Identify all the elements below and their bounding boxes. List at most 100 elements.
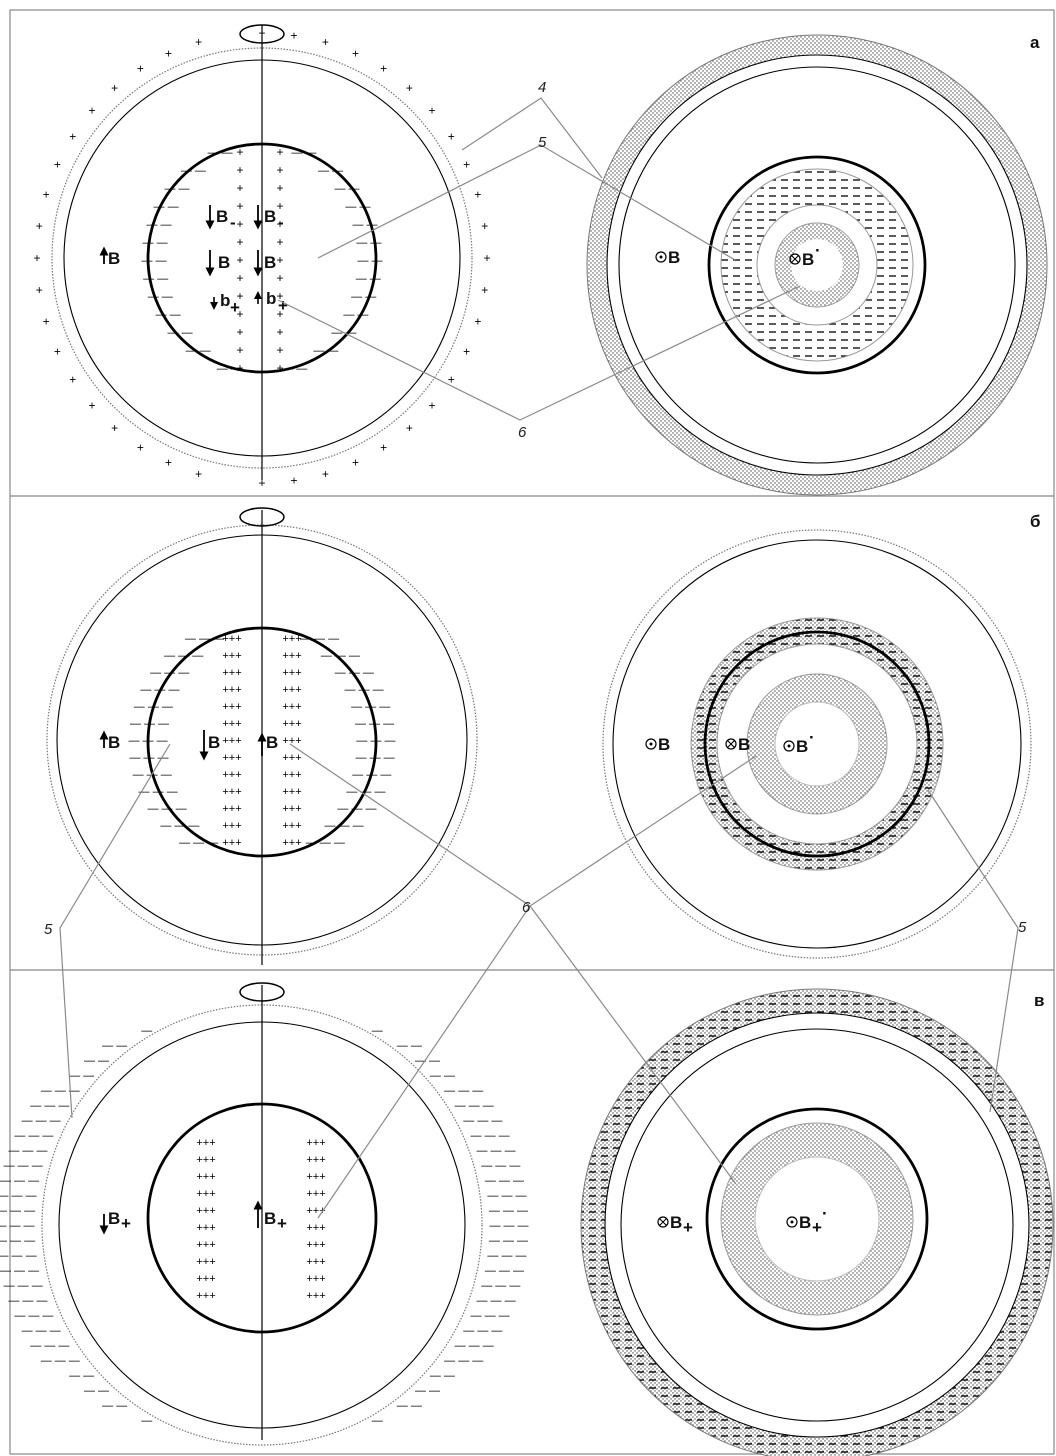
callout-5-left: 5 bbox=[44, 921, 53, 938]
plus-sign: + bbox=[483, 251, 490, 265]
minus-sign: — — — bbox=[0, 1190, 37, 1202]
inner-field-labels: B B bbox=[199, 730, 278, 761]
right-inner-b-sup: · bbox=[822, 1204, 828, 1223]
minus-sign: — — — bbox=[471, 1130, 510, 1142]
plus-sign: +++ bbox=[196, 1290, 215, 1302]
plus-sign: + bbox=[276, 343, 283, 357]
plus-sign: +++ bbox=[222, 803, 241, 815]
plus-sign: +++ bbox=[222, 837, 241, 849]
minus-sign: — — — bbox=[346, 786, 385, 798]
plus-sign: + bbox=[352, 46, 359, 60]
right-inner-sub: + bbox=[812, 1218, 822, 1237]
plus-sign: +++ bbox=[196, 1154, 215, 1166]
minus-sign: — — — bbox=[355, 718, 394, 730]
inner-charge-layer: +++ ++++++ ++++++ ++++++ ++++++ ++++++ ++++++ +… bbox=[196, 1137, 325, 1302]
plus-sign: + bbox=[463, 158, 470, 172]
minus-sign: — — — bbox=[0, 1265, 39, 1277]
out-of-page-field-label: B bbox=[655, 248, 680, 267]
plus-sign: +++ bbox=[222, 684, 241, 696]
minus-sign: — — — bbox=[14, 1310, 53, 1322]
rotation-icon bbox=[239, 507, 285, 527]
plus-sign: +++ bbox=[196, 1222, 215, 1234]
plus-sign: + bbox=[276, 289, 283, 303]
minus-sign: — — — bbox=[14, 1130, 53, 1142]
plus-sign: + bbox=[276, 325, 283, 339]
plus-sign: +++ bbox=[282, 684, 301, 696]
plus-sign: + bbox=[481, 219, 488, 233]
minus-sign: — — — bbox=[356, 735, 395, 747]
plus-sign: +++ bbox=[306, 1239, 325, 1251]
inner-field-labels: B - B - B B b + b + bbox=[205, 205, 288, 317]
positive-surface-charge: + + ++++++++++++++++++++++++++++++++++++++… bbox=[33, 26, 490, 490]
plus-sign: + bbox=[195, 467, 202, 481]
minus-sign: — — — bbox=[30, 1340, 69, 1352]
minus-sign: — — — bbox=[463, 1115, 502, 1127]
plus-sign: +++ bbox=[222, 633, 241, 645]
minus-sign: — — — bbox=[150, 667, 189, 679]
plus-sign: + bbox=[448, 373, 455, 387]
right-outer-b: B bbox=[670, 1213, 682, 1232]
callout-6: 6 bbox=[518, 424, 527, 441]
plus-sign: +++ bbox=[306, 1273, 325, 1285]
plus-sign: + bbox=[88, 398, 95, 412]
right-inner-b: B bbox=[802, 250, 814, 269]
sub-plus-2: + bbox=[278, 296, 288, 315]
plus-sign: + bbox=[276, 235, 283, 249]
outer-field-label: B bbox=[99, 246, 120, 268]
plus-sign: + bbox=[322, 35, 329, 49]
right-outer-b: B bbox=[668, 248, 680, 267]
minus-sign: — — bbox=[291, 147, 316, 159]
minus-sign: — bbox=[141, 1415, 152, 1427]
minus-sign: — — bbox=[351, 291, 376, 303]
plus-sign: +++ bbox=[196, 1205, 215, 1217]
plus-sign: +++ bbox=[222, 752, 241, 764]
minus-sign: — — — bbox=[22, 1325, 61, 1337]
sub-plus-outer: + bbox=[121, 1214, 131, 1233]
plus-sign: +++ bbox=[222, 701, 241, 713]
plus-sign: + bbox=[291, 28, 298, 42]
minus-sign: — — — bbox=[139, 786, 178, 798]
plus-sign: +++ bbox=[196, 1137, 215, 1149]
minus-sign: — bbox=[372, 1025, 383, 1037]
minus-sign: — — — bbox=[337, 803, 376, 815]
minus-sign: — — — bbox=[0, 1205, 35, 1217]
minus-sign: — — — bbox=[129, 752, 168, 764]
minus-sign: — — — bbox=[306, 837, 345, 849]
plus-sign: +++ bbox=[196, 1273, 215, 1285]
plus-sign: + bbox=[276, 253, 283, 267]
minus-sign: — — bbox=[334, 183, 359, 195]
minus-sign: — — — bbox=[455, 1340, 494, 1352]
minus-sign: — — bbox=[208, 147, 233, 159]
plus-sign: +++ bbox=[282, 701, 301, 713]
minus-sign: — — — bbox=[485, 1265, 524, 1277]
minus-sign: — — — bbox=[489, 1205, 528, 1217]
plus-sign: +++ bbox=[306, 1290, 325, 1302]
plus-sign: +++ bbox=[222, 735, 241, 747]
minus-sign: — — bbox=[84, 1385, 109, 1397]
right-inner-b: B bbox=[799, 1213, 811, 1232]
minus-sign: — — bbox=[156, 309, 181, 321]
plus-sign: + bbox=[165, 456, 172, 470]
minus-sign: — — — bbox=[481, 1160, 520, 1172]
minus-sign: — — bbox=[397, 1040, 422, 1052]
inner-charge-layer: — — — —+ +— — — —+ +— — — —+ +— — — —+ +— — — —+ +… bbox=[141, 145, 382, 375]
panel-b-right-section: B B B · bbox=[602, 529, 1032, 959]
leader-lines-a bbox=[277, 97, 801, 421]
field-b-plus-inner: B bbox=[264, 1209, 276, 1228]
minus-sign: — — — bbox=[128, 735, 167, 747]
sub-minus-1: - bbox=[230, 213, 236, 232]
plus-sign: + bbox=[481, 283, 488, 297]
plus-sign: +++ bbox=[282, 769, 301, 781]
panel-c-left-sphere: +++ ++++++ ++++++ ++++++ ++++++ ++++++ ++++++ +… bbox=[0, 982, 529, 1446]
plus-sign: + bbox=[322, 467, 329, 481]
minus-sign: — — — bbox=[160, 820, 199, 832]
plus-sign: + bbox=[43, 314, 50, 328]
into-page-field-label: B bbox=[725, 735, 750, 754]
minus-sign: — — bbox=[318, 165, 343, 177]
minus-sign: — — — bbox=[485, 1175, 524, 1187]
inner-charge-layer: — — — — — — +++ +++ — — — — — — +++ +++ — — — — —… bbox=[128, 633, 395, 849]
plus-sign: +++ bbox=[222, 650, 241, 662]
field-b-label: B bbox=[108, 733, 120, 752]
plus-sign: +++ bbox=[222, 820, 241, 832]
minus-sign: — bbox=[372, 1415, 383, 1427]
